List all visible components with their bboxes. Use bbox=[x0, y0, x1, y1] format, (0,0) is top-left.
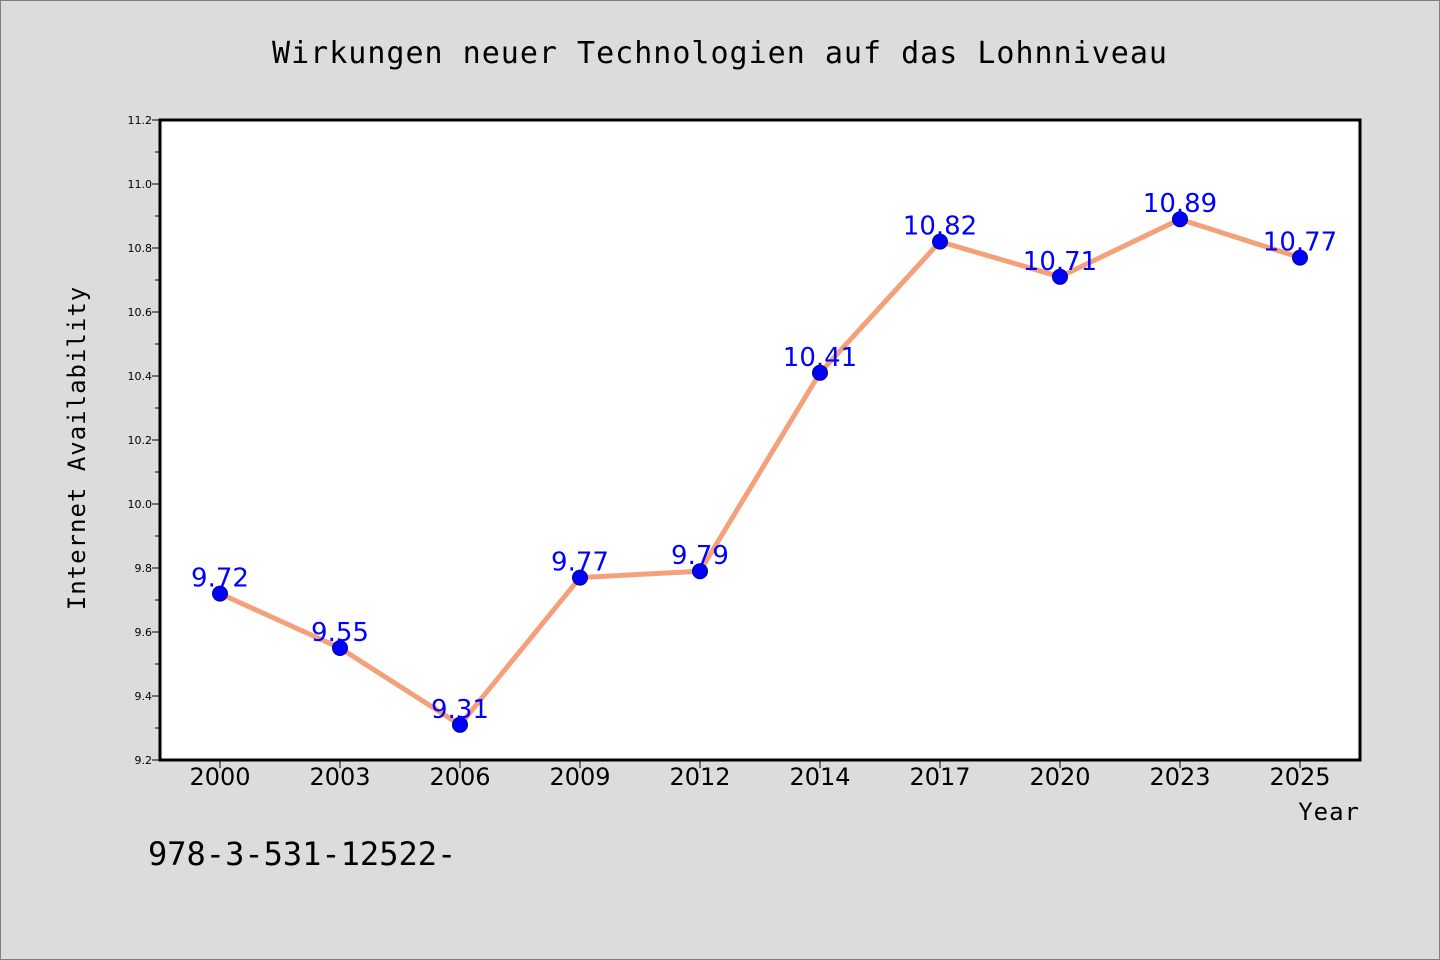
y-tick-label: 9.4 bbox=[135, 690, 153, 703]
data-label: 9.72 bbox=[191, 564, 249, 594]
footer-note: 978-3-531-12522- bbox=[148, 835, 456, 873]
data-point bbox=[692, 563, 708, 580]
data-point bbox=[452, 716, 468, 733]
chart-title: Wirkungen neuer Technologien auf das Loh… bbox=[272, 36, 1168, 71]
y-tick-label: 9.8 bbox=[135, 562, 153, 575]
y-tick-label: 10.4 bbox=[128, 370, 153, 383]
series-line bbox=[217, 216, 1303, 728]
y-tick-label: 10.6 bbox=[128, 306, 153, 319]
x-tick-label: 2017 bbox=[909, 763, 970, 791]
data-label: 9.79 bbox=[671, 541, 729, 571]
data-label: 10.82 bbox=[903, 212, 977, 242]
data-label: 10.41 bbox=[783, 343, 857, 373]
y-tick-label: 10.0 bbox=[128, 498, 153, 511]
x-tick-label: 2003 bbox=[309, 763, 370, 791]
x-tick-label: 2025 bbox=[1269, 763, 1330, 791]
x-tick-label: 2006 bbox=[429, 763, 490, 791]
data-point bbox=[1172, 211, 1188, 228]
x-axis: 2000 2003 2006 2009 2012 2014 2017 2020 2023 2025 bbox=[189, 760, 1331, 791]
data-point bbox=[1052, 268, 1068, 285]
data-point bbox=[1292, 249, 1308, 266]
x-tick-label: 2000 bbox=[189, 763, 250, 791]
y-axis: 9.2 9.4 9.6 9.8 10.0 10.2 10.4 10.6 10.8 11.0 11.2 bbox=[128, 114, 160, 767]
x-tick-label: 2020 bbox=[1029, 763, 1090, 791]
data-label: 9.77 bbox=[551, 548, 609, 578]
data-point bbox=[332, 640, 348, 656]
data-label: 10.71 bbox=[1023, 247, 1097, 277]
y-axis-label: Internet Availability bbox=[63, 286, 91, 610]
data-point bbox=[932, 233, 948, 250]
y-tick-label: 11.0 bbox=[128, 178, 153, 191]
x-tick-label: 2023 bbox=[1149, 763, 1210, 791]
data-point bbox=[212, 585, 228, 602]
data-label: 9.31 bbox=[431, 695, 489, 725]
data-label: 9.55 bbox=[311, 618, 369, 648]
y-tick-label: 9.6 bbox=[135, 626, 153, 639]
y-tick-label: 10.8 bbox=[128, 242, 153, 255]
data-label: 10.77 bbox=[1263, 228, 1337, 258]
y-tick-label: 9.2 bbox=[135, 754, 153, 767]
data-label: 10.89 bbox=[1143, 189, 1217, 219]
y-tick-label: 10.2 bbox=[128, 434, 153, 447]
series-markers bbox=[212, 211, 1308, 733]
series-path bbox=[217, 216, 1303, 728]
x-tick-label: 2009 bbox=[549, 763, 610, 791]
x-tick-label: 2014 bbox=[789, 763, 850, 791]
data-point bbox=[572, 569, 588, 586]
x-tick-label: 2012 bbox=[669, 763, 730, 791]
data-point bbox=[812, 364, 828, 381]
y-tick-label: 11.2 bbox=[128, 114, 153, 127]
x-axis-label: Year bbox=[1298, 798, 1360, 826]
data-labels: 9.72 9.55 9.31 9.77 9.79 10.41 10.82 10.71 10.89… bbox=[191, 189, 1337, 725]
